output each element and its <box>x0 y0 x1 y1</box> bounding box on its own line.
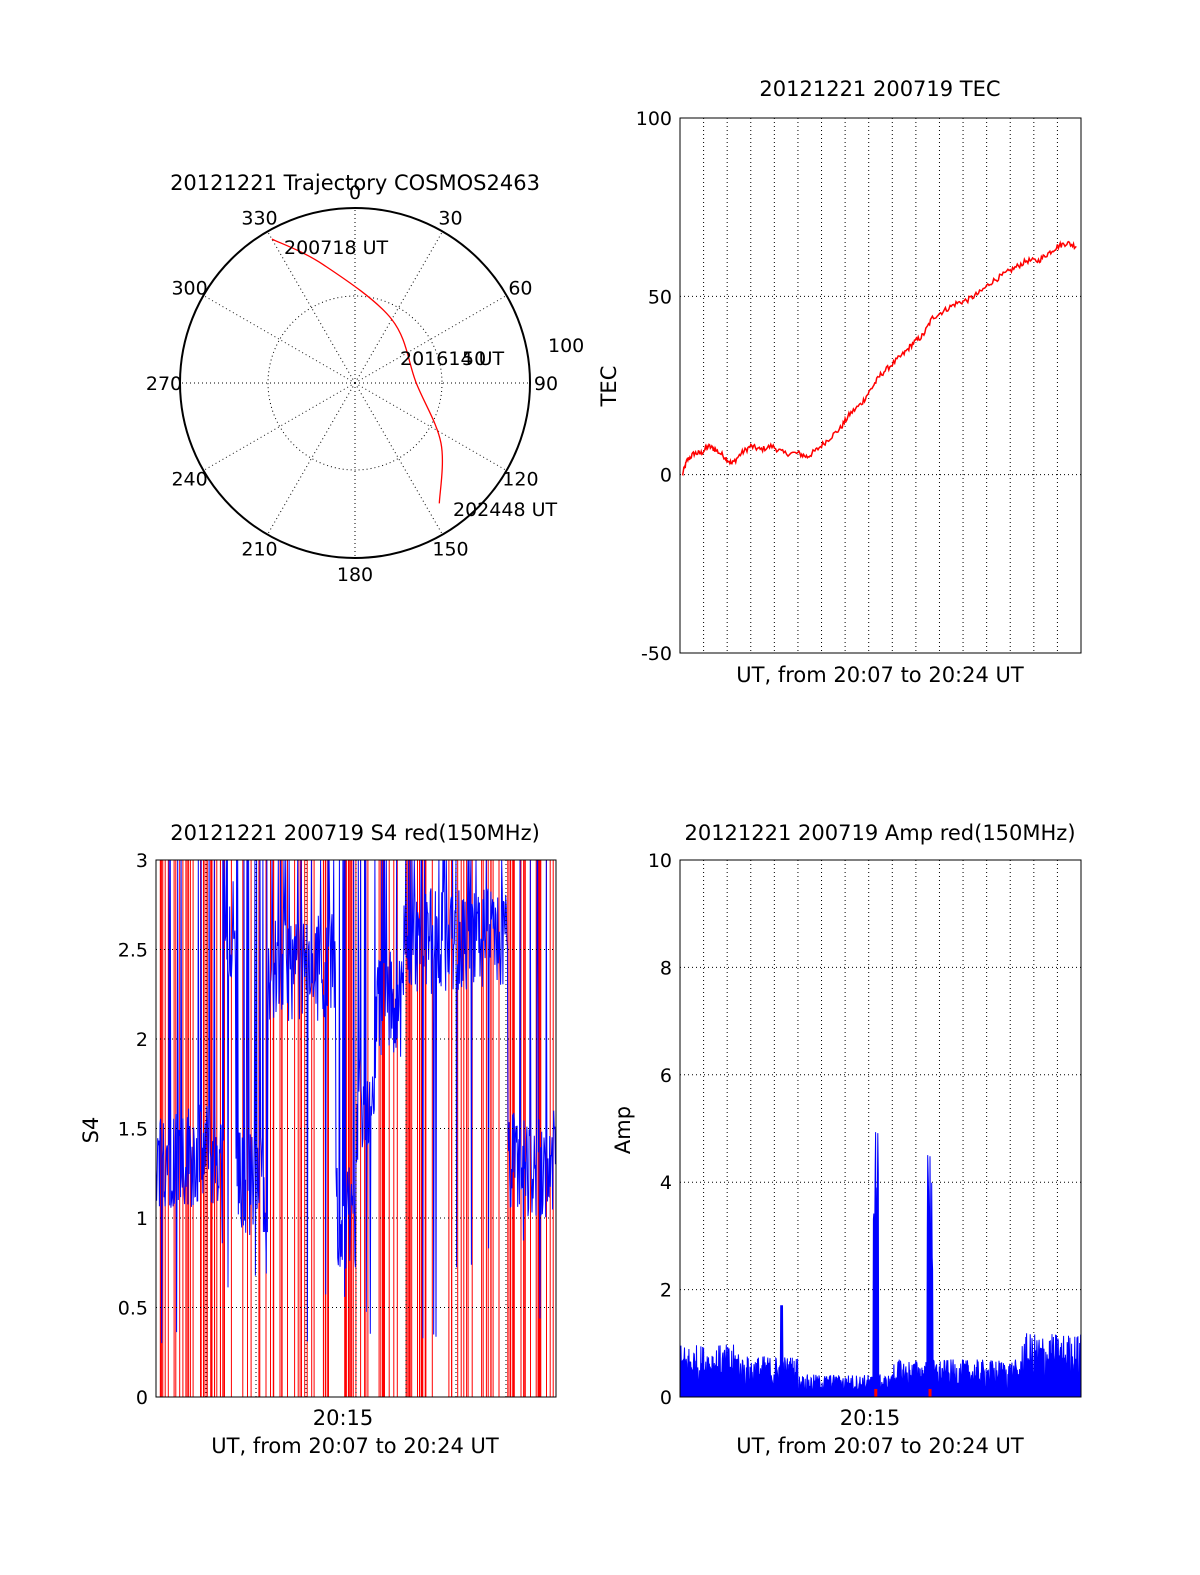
polar-azimuth-label: 90 <box>534 373 558 395</box>
polar-spoke-240 <box>203 382 356 471</box>
s4-x-label: UT, from 20:07 to 20:24 UT <box>211 1434 499 1458</box>
y-tick-label: 50 <box>648 286 672 308</box>
trajectory-start-label: 200718 UT <box>284 237 388 259</box>
polar-azimuth-label: 150 <box>432 538 468 560</box>
y-tick-label: 0 <box>660 465 672 487</box>
amp-plot-frame <box>679 859 1082 1398</box>
y-tick-label: 0.5 <box>118 1298 148 1320</box>
tec-plot-frame <box>679 117 1082 654</box>
tec-y-ticks: -50 0 50 100 <box>636 108 672 665</box>
polar-title: 20121221 Trajectory COSMOS2463 <box>170 171 540 195</box>
polar-azimuth-labels: 0 30 60 90 120 150 180 210 240 270 300 330 <box>146 182 558 586</box>
y-tick-label: 8 <box>660 957 672 979</box>
amp-y-ticks: 0 2 4 6 8 10 <box>648 850 672 1409</box>
polar-outer-label: 100 <box>548 335 584 357</box>
tec-series-line <box>681 240 1077 477</box>
tec-x-label: UT, from 20:07 to 20:24 UT <box>736 663 1024 687</box>
polar-outer-circle <box>179 207 531 559</box>
polar-spoke-150 <box>354 382 443 535</box>
trajectory-end-label: 202448 UT <box>453 499 557 521</box>
s4-x-tick-label: 20:15 <box>313 1406 374 1430</box>
y-tick-label: 2 <box>660 1280 672 1302</box>
y-tick-label: -50 <box>641 643 672 665</box>
polar-azimuth-label: 0 <box>349 182 361 204</box>
polar-azimuth-label: 120 <box>502 469 538 491</box>
y-tick-label: 0 <box>136 1387 148 1409</box>
tec-chart: 20121221 200719 TEC -50 0 50 100 TEC UT, fr… <box>597 77 1082 687</box>
amp-title: 20121221 200719 Amp red(150MHz) <box>684 821 1075 845</box>
amp-chart: 20121221 200719 Amp red(150MHz) 0246810 … <box>611 821 1082 1458</box>
y-tick-label: 0 <box>660 1387 672 1409</box>
tec-grid <box>680 118 1081 653</box>
s4-chart: 20121221 200719 S4 red(150MHz) 0 0.5 1 1.5 2… <box>79 821 557 1458</box>
polar-spoke-210 <box>267 382 356 535</box>
y-tick-label: 1.5 <box>118 1119 148 1141</box>
polar-spoke-120 <box>354 382 507 471</box>
polar-ring-label: 50 <box>462 348 486 370</box>
polar-azimuth-label: 270 <box>146 373 182 395</box>
polar-azimuth-label: 210 <box>241 538 277 560</box>
polar-azimuth-label: 240 <box>171 469 207 491</box>
polar-azimuth-label: 330 <box>241 208 277 230</box>
s4-blue-series <box>155 859 557 1344</box>
y-tick-label: 2.5 <box>118 940 148 962</box>
s4-title: 20121221 200719 S4 red(150MHz) <box>170 821 540 845</box>
amp-y-label: Amp <box>611 1106 635 1154</box>
polar-azimuth-label: 30 <box>438 208 462 230</box>
amp-grid <box>680 860 1081 1397</box>
polar-azimuth-label: 300 <box>171 278 207 300</box>
y-tick-label: 10 <box>648 850 672 872</box>
amp-red-series <box>874 1388 932 1397</box>
trajectory-line <box>271 238 444 504</box>
y-tick-label: 3 <box>136 850 148 872</box>
amp-x-label: UT, from 20:07 to 20:24 UT <box>736 1434 1024 1458</box>
s4-plot-frame <box>155 859 557 1398</box>
y-tick-label: 4 <box>660 1172 672 1194</box>
y-tick-label: 2 <box>136 1029 148 1051</box>
tec-title: 20121221 200719 TEC <box>759 77 1000 101</box>
polar-inner-ring <box>267 295 443 471</box>
s4-grid <box>156 860 556 1397</box>
polar-spoke-300 <box>203 295 356 384</box>
trajectory-mid-label: 201614 UT <box>400 348 504 370</box>
polar-azimuth-label: 180 <box>337 564 373 586</box>
tec-y-label: TEC <box>597 366 621 408</box>
polar-chart: 20121221 Trajectory COSMOS2463 0 30 60 90 12… <box>146 171 584 586</box>
y-tick-label: 1 <box>136 1208 148 1230</box>
y-tick-label: 6 <box>660 1065 672 1087</box>
y-tick-label: 100 <box>636 108 672 130</box>
amp-blue-series <box>679 1132 1082 1398</box>
polar-azimuth-label: 60 <box>508 278 532 300</box>
s4-y-ticks: 0 0.5 1 1.5 2 2.5 3 <box>118 850 148 1409</box>
s4-y-label: S4 <box>79 1117 103 1144</box>
amp-x-tick-label: 20:15 <box>840 1406 901 1430</box>
